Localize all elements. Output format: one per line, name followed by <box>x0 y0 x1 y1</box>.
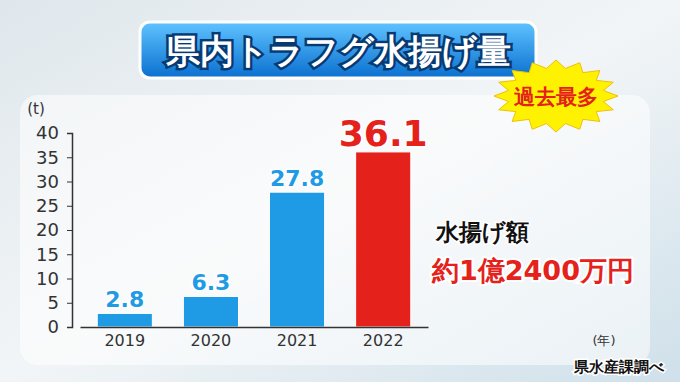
data-label: 2.8 <box>105 287 144 312</box>
x-tick: 2021 <box>277 327 318 350</box>
x-tick-label: 2021 <box>277 331 318 350</box>
y-tick: 15 <box>36 244 72 265</box>
bar <box>183 296 238 327</box>
source: 県水産課調べ <box>573 358 665 376</box>
data-labels: 2.8 6.3 27.8 36.1 <box>105 113 427 313</box>
bars <box>97 152 411 327</box>
y-tick-label: 20 <box>36 219 59 240</box>
data-label: 36.1 <box>339 113 428 154</box>
x-tick-label: 2022 <box>363 331 404 350</box>
bar <box>97 313 152 327</box>
y-tick: 5 <box>48 292 72 313</box>
y-tick-mark <box>67 157 72 158</box>
background <box>0 0 680 382</box>
y-tick-mark <box>67 254 72 255</box>
x-axis-line <box>81 327 429 329</box>
x-tick-label: 2020 <box>191 331 232 350</box>
annotation: 水揚げ額 <box>435 219 529 245</box>
data-label: 27.8 <box>270 166 324 191</box>
y-axis: 0 5 10 15 20 25 30 35 40 <box>36 122 72 337</box>
x-tick-label: 2019 <box>104 331 145 350</box>
y-tick-mark <box>67 182 72 183</box>
y-tick: 30 <box>36 171 72 192</box>
y-axis-line <box>67 134 73 328</box>
x-tick: 2020 <box>191 327 232 350</box>
x-tick: 2019 <box>104 327 145 350</box>
starburst <box>494 60 618 132</box>
x-axis: 2019 2020 2021 2022 <box>81 327 429 350</box>
y-tick-label: 30 <box>36 171 59 192</box>
x-axis-title: (年) <box>592 333 615 348</box>
title-banner <box>140 22 536 78</box>
y-tick-label: 0 <box>48 316 59 337</box>
backdrop-panel <box>20 95 650 365</box>
annotation: 約1億2400万円 <box>431 255 634 286</box>
y-tick-label: 10 <box>36 268 59 289</box>
y-tick: 0 <box>48 316 72 337</box>
y-tick-label: 15 <box>36 244 59 265</box>
y-tick-label: 25 <box>36 195 59 216</box>
x-tick: 2022 <box>363 327 404 350</box>
y-tick: 20 <box>36 219 72 240</box>
y-tick: 10 <box>36 268 72 289</box>
y-tick-label: 40 <box>36 122 59 143</box>
y-tick-label: 35 <box>36 147 59 168</box>
title: 県内トラフグ水揚げ量 <box>165 31 511 71</box>
y-tick: 25 <box>36 195 72 216</box>
y-tick: 40 <box>36 122 72 143</box>
y-tick-mark <box>67 279 72 280</box>
bar <box>270 192 325 327</box>
y-tick-mark <box>67 303 72 304</box>
y-tick-mark <box>67 327 72 328</box>
bar <box>356 152 411 327</box>
y-tick-label: 5 <box>48 292 59 313</box>
data-label: 6.3 <box>191 270 230 295</box>
y-tick-mark <box>67 206 72 207</box>
y-tick-mark <box>67 133 72 134</box>
y-tick-mark <box>67 230 72 231</box>
y-tick: 35 <box>36 147 72 168</box>
y-axis-title: (t) <box>27 100 45 118</box>
chart: 県内トラフグ水揚げ量 0 5 10 15 20 25 30 35 40 (t) 2019 2020 202… <box>0 0 680 382</box>
annotation: 過去最多 <box>514 85 598 109</box>
